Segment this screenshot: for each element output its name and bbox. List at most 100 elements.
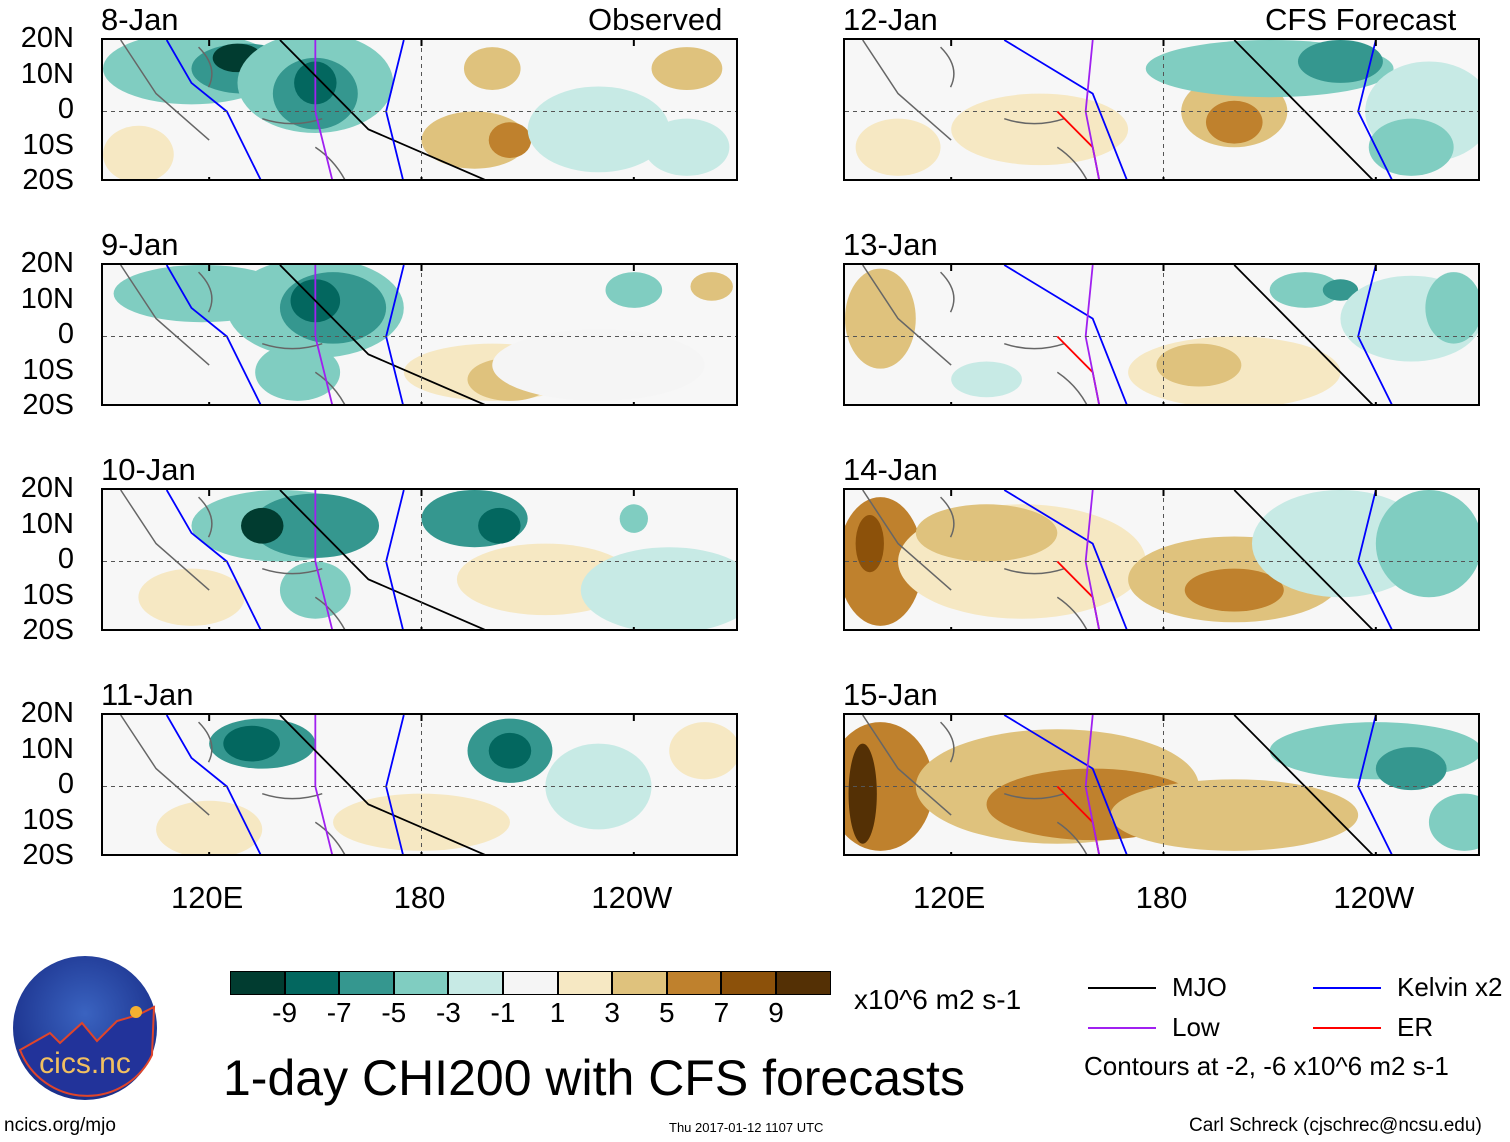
longitude-label: 120W xyxy=(591,880,673,915)
wave-contour xyxy=(279,265,486,404)
anomaly-region xyxy=(279,561,351,619)
anomaly-region xyxy=(951,361,1022,398)
anomaly-region xyxy=(1425,272,1478,344)
colorbar-swatch xyxy=(721,971,776,995)
legend-label: Kelvin x2 xyxy=(1397,972,1503,1002)
legend-line xyxy=(1313,987,1381,989)
anomaly-region xyxy=(492,329,705,401)
legend-line xyxy=(1088,987,1156,989)
latitude-label: 10S xyxy=(22,578,74,611)
colorbar-label: -1 xyxy=(490,997,516,1028)
latitude-label: 0 xyxy=(57,543,74,575)
wave-contour xyxy=(1233,490,1374,629)
footer-url[interactable]: ncics.org/mjo xyxy=(4,1115,116,1136)
anomaly-region xyxy=(1184,568,1284,612)
legend-label: MJO xyxy=(1172,972,1227,1002)
anomaly-region xyxy=(1156,343,1242,387)
wave-contour xyxy=(279,40,486,179)
wave-contour xyxy=(1003,265,1128,404)
panel-date: 9-Jan xyxy=(101,227,179,262)
anomaly-region xyxy=(1375,490,1478,598)
colorbar-swatch xyxy=(612,971,667,995)
coastline xyxy=(120,40,346,179)
anomaly-region xyxy=(241,507,284,544)
map-panel xyxy=(101,38,738,181)
colorbar-label: 1 xyxy=(549,997,566,1028)
colorbar-swatch xyxy=(339,971,394,995)
latitude-label: 10N xyxy=(20,282,74,315)
footer-credit: Carl Schreck (cjschrec@ncsu.edu) xyxy=(1189,1115,1482,1136)
coastline xyxy=(862,265,1088,404)
map-panel xyxy=(101,488,738,631)
anomaly-region xyxy=(463,47,521,91)
wave-contour xyxy=(165,265,262,404)
map-panel xyxy=(843,38,1480,181)
wave-contour xyxy=(1003,490,1128,629)
wave-contour xyxy=(1003,715,1128,854)
colorbar-swatch xyxy=(230,971,285,995)
anomaly-region xyxy=(651,47,723,91)
longitude-label: 180 xyxy=(393,880,446,915)
colorbar-label: 9 xyxy=(768,997,784,1028)
latitude-label: 20S xyxy=(22,164,74,196)
anomaly-region xyxy=(223,725,280,762)
anomaly-region xyxy=(478,507,521,544)
anomaly-region xyxy=(845,268,916,369)
wave-contour xyxy=(165,490,262,629)
coastline xyxy=(862,715,1088,854)
map-panel xyxy=(843,263,1480,406)
anomaly-region xyxy=(855,515,884,573)
anomaly-region xyxy=(488,122,532,158)
latitude-label: 10S xyxy=(22,128,74,161)
latitude-label: 20N xyxy=(20,247,74,279)
anomaly-region xyxy=(156,800,263,854)
panel-date: 8-Jan xyxy=(101,2,179,37)
latitude-label: 20S xyxy=(22,614,74,646)
anomaly-region xyxy=(1428,793,1478,851)
colorbar-swatch xyxy=(557,971,613,995)
anomaly-region xyxy=(669,722,736,780)
latitude-label: 10N xyxy=(20,507,74,540)
latitude-label: 0 xyxy=(57,93,74,125)
anomaly-region xyxy=(545,743,652,830)
colorbar-label: -3 xyxy=(435,997,461,1028)
colorbar-swatch xyxy=(284,971,340,995)
longitude-label: 120E xyxy=(170,880,244,915)
logo-text: cics.nc xyxy=(39,1047,131,1080)
map-panel xyxy=(101,263,738,406)
anomaly-region xyxy=(1297,40,1383,83)
panel-date: 15-Jan xyxy=(843,677,938,712)
panel-date: 10-Jan xyxy=(101,452,196,487)
map-panel xyxy=(843,713,1480,856)
anomaly-region xyxy=(951,93,1129,166)
latitude-label: 20N xyxy=(20,697,74,729)
coastline xyxy=(120,715,346,854)
legend-line xyxy=(1088,1027,1156,1029)
anomaly-region xyxy=(855,118,941,176)
anomaly-region xyxy=(1110,779,1359,851)
latitude-label: 20N xyxy=(20,22,74,54)
colorbar-label: -9 xyxy=(272,997,298,1028)
colorbar-label: 5 xyxy=(659,997,675,1028)
legend-label: Low xyxy=(1172,1012,1220,1042)
anomaly-region xyxy=(690,272,733,301)
latitude-label: 0 xyxy=(57,318,74,350)
cics-logo: cics.nc xyxy=(12,955,158,1101)
colorbar-swatch xyxy=(666,971,722,995)
panel-date: 12-Jan xyxy=(843,2,938,37)
anomaly-region xyxy=(580,547,736,629)
anomaly-region xyxy=(255,343,341,401)
coastline xyxy=(120,265,346,404)
coastline xyxy=(120,490,346,629)
wave-contour xyxy=(385,490,405,629)
latitude-label: 0 xyxy=(57,768,74,800)
colorbar-label: -7 xyxy=(326,997,352,1028)
map-panel xyxy=(101,713,738,856)
colorbar-units: x10^6 m2 s-1 xyxy=(854,984,1022,1015)
contour-note: Contours at -2, -6 x10^6 m2 s-1 xyxy=(1084,1051,1449,1081)
anomaly-region xyxy=(488,732,532,769)
latitude-label: 10S xyxy=(22,803,74,836)
longitude-label: 180 xyxy=(1135,880,1188,915)
map-panel xyxy=(843,488,1480,631)
wave-contour xyxy=(279,715,486,854)
